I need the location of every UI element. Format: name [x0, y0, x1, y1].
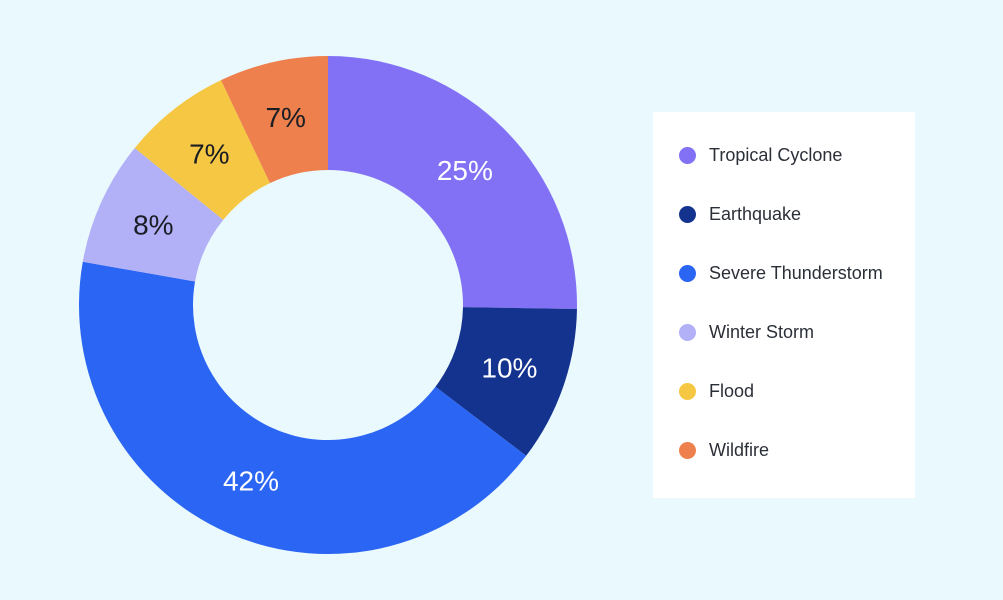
legend-item-severe-thunderstorm: Severe Thunderstorm	[653, 263, 915, 322]
legend-label: Severe Thunderstorm	[709, 263, 883, 283]
slice-wildfire	[220, 56, 328, 184]
slice-flood	[134, 80, 270, 220]
legend-label: Tropical Cyclone	[709, 145, 843, 165]
legend-swatch	[679, 265, 696, 282]
slice-winter-storm	[82, 147, 224, 282]
legend-item-tropical-cyclone: Tropical Cyclone	[653, 145, 915, 204]
legend-item-earthquake: Earthquake	[653, 204, 915, 263]
legend-item-flood: Flood	[653, 381, 915, 440]
legend-swatch	[679, 147, 696, 164]
slice-tropical-cyclone	[328, 56, 577, 309]
donut-chart: 25% 10% 42% 8% 7% 7%	[78, 56, 577, 554]
legend-label: Flood	[709, 381, 755, 401]
legend-item-wildfire: Wildfire	[653, 440, 915, 499]
slice-label-winter-storm: 8%	[133, 210, 173, 241]
legend-swatch	[679, 383, 696, 400]
legend-label: Earthquake	[709, 204, 802, 224]
slice-label-wildfire: 7%	[265, 102, 305, 133]
slice-severe-thunderstorm	[78, 261, 527, 554]
slice-label-earthquake: 10%	[481, 352, 537, 383]
legend-item-winter-storm: Winter Storm	[653, 322, 915, 381]
slice-label-tropical-cyclone: 25%	[437, 155, 493, 186]
legend-swatch	[679, 324, 696, 341]
legend-swatch	[679, 206, 696, 223]
legend: Tropical Cyclone Earthquake Severe Thund…	[653, 112, 915, 498]
slice-label-flood: 7%	[189, 139, 229, 170]
legend-label: Wildfire	[709, 440, 770, 460]
donut-slices	[78, 56, 577, 554]
legend-swatch	[679, 442, 696, 459]
legend-label: Winter Storm	[709, 322, 815, 342]
slice-label-severe-thunderstorm: 42%	[223, 465, 279, 496]
slice-labels: 25% 10% 42% 8% 7% 7%	[133, 102, 537, 496]
slice-earthquake	[435, 307, 577, 456]
